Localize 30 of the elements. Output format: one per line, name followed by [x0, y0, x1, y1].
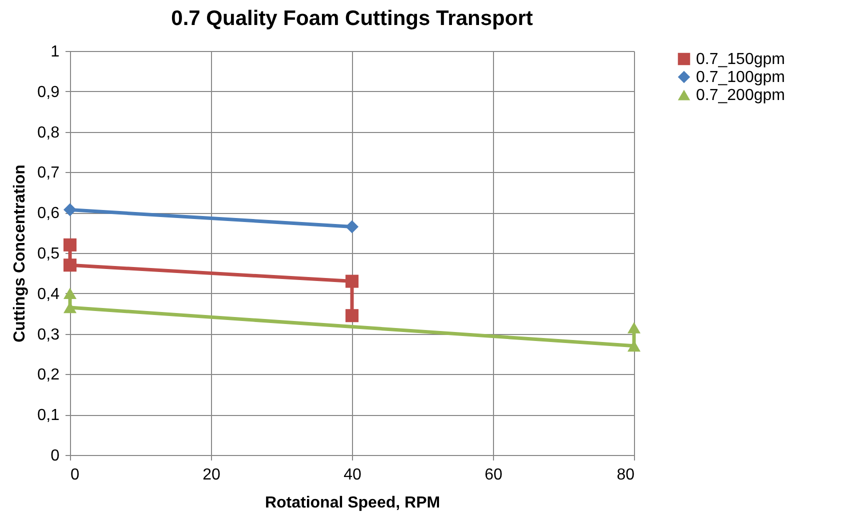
legend-label: 0.7_100gpm: [696, 69, 785, 86]
x-tick-label: 60: [484, 466, 502, 484]
point: [63, 238, 77, 252]
y-tick-label: 0,6: [37, 205, 60, 222]
y-tick-label: 0: [50, 448, 60, 464]
y-tick-label: 0,7: [37, 164, 60, 182]
point: [345, 274, 359, 288]
y-tick-label: 1: [50, 44, 60, 60]
y-tick-label: 0,1: [37, 407, 60, 424]
y-tick-label: 0,9: [37, 84, 60, 101]
y-axis-title: Cuttings Concentration: [11, 164, 28, 342]
legend-label: 0.7_150gpm: [696, 51, 785, 68]
x-tick-label: 80: [616, 466, 635, 484]
x-tick-label: 20: [202, 466, 220, 484]
point: [345, 220, 359, 234]
point: [63, 288, 77, 300]
y-tick-label: 0,5: [37, 246, 60, 262]
y-tick-label: 0,2: [37, 366, 60, 384]
y-tick-label: 0,4: [37, 286, 60, 303]
chart-title: 0.7 Quality Foam Cuttings Transport: [171, 7, 533, 30]
x-tick-label: 40: [344, 466, 362, 484]
point: [627, 322, 641, 334]
point: [345, 309, 359, 322]
point: [63, 258, 77, 272]
y-tick-label: 0,8: [37, 124, 60, 142]
y-tick-label: 0,3: [37, 326, 60, 344]
x-axis-title: Rotational Speed, RPM: [264, 494, 440, 512]
legend-label: 0.7_200gpm: [696, 87, 785, 104]
x-tick-label: 0: [70, 466, 80, 484]
point: [63, 203, 77, 216]
